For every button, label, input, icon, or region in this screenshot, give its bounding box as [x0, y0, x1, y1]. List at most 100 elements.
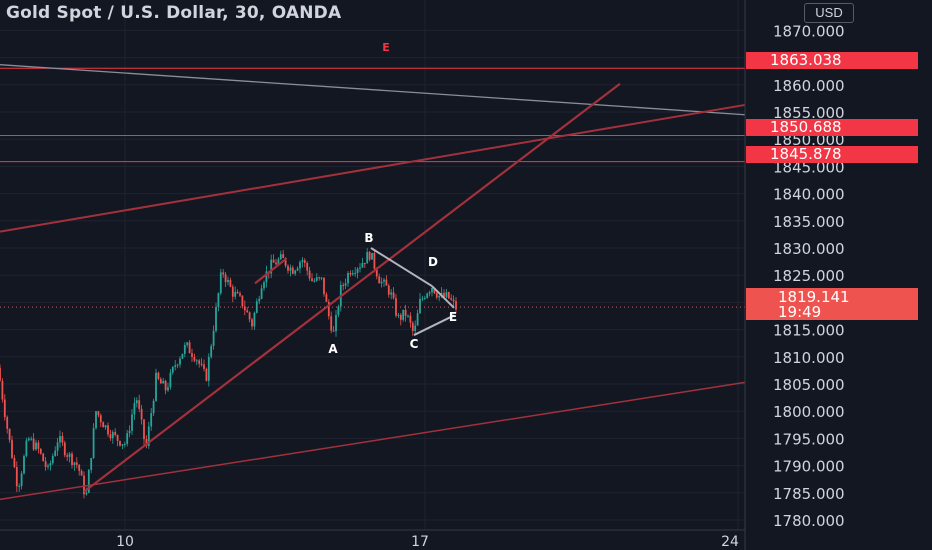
- price-tag-1850: 1850.688: [746, 119, 918, 136]
- candle-body: [397, 314, 400, 316]
- y-tick-label: 1860.000: [773, 77, 845, 95]
- candle-body: [27, 438, 30, 441]
- candle-body: [222, 272, 225, 275]
- candle-body: [75, 462, 78, 465]
- currency-button[interactable]: USD: [804, 3, 854, 23]
- candle-body: [227, 279, 229, 283]
- chart-title: Gold Spot / U.S. Dollar, 30, OANDA: [6, 3, 342, 23]
- candle-body: [284, 258, 287, 266]
- candle-body: [383, 279, 385, 282]
- candle-body: [325, 294, 328, 302]
- last-price-tag: 1819.141 19:49: [746, 288, 918, 320]
- candle-body: [18, 486, 21, 488]
- y-tick-label: 1815.000: [773, 322, 845, 340]
- candle-body: [229, 279, 232, 287]
- candle-body: [32, 438, 35, 450]
- candle-body: [363, 262, 366, 264]
- candle-body: [246, 310, 249, 313]
- candle-body: [445, 292, 448, 297]
- candle-body: [143, 419, 145, 440]
- candle-body: [277, 259, 280, 265]
- candle-body: [102, 422, 105, 428]
- candle-body: [123, 443, 126, 445]
- candle-body: [200, 363, 203, 365]
- candle-body: [111, 432, 114, 439]
- candle-body: [181, 353, 184, 359]
- candle-body: [157, 372, 160, 380]
- candle-body: [159, 379, 162, 384]
- candle-body: [265, 271, 268, 283]
- candle-body: [188, 342, 191, 354]
- candle-body: [361, 262, 364, 268]
- candle-body: [236, 291, 239, 294]
- candle-body: [186, 342, 189, 345]
- candle-body: [35, 442, 37, 450]
- y-tick-label: 1835.000: [773, 213, 845, 231]
- y-tick-label: 1810.000: [773, 349, 845, 367]
- candle-body: [152, 400, 155, 414]
- y-tick-label: 1805.000: [773, 376, 845, 394]
- candle-body: [205, 368, 208, 381]
- candle-body: [219, 272, 222, 294]
- candle-body: [47, 465, 49, 467]
- candle-body: [92, 428, 95, 458]
- candle-body: [150, 413, 153, 427]
- candle-body: [234, 291, 237, 297]
- y-tick-label: 1830.000: [773, 240, 845, 258]
- price-axis: 1870.0001865.0001860.0001855.0001850.000…: [744, 0, 845, 550]
- candle-body: [433, 287, 436, 294]
- candle-body: [306, 262, 309, 271]
- candle-body: [8, 428, 11, 440]
- y-tick-label: 1800.000: [773, 403, 845, 421]
- candle-body: [414, 325, 417, 332]
- candle-body: [195, 360, 198, 362]
- candle-body: [366, 252, 369, 264]
- candle-body: [140, 408, 143, 420]
- candle-body: [191, 353, 193, 357]
- candle-body: [0, 367, 1, 381]
- candle-body: [452, 299, 455, 302]
- candle-body: [171, 366, 174, 373]
- candle-body: [347, 273, 349, 284]
- candle-body: [114, 432, 117, 435]
- candle-body: [387, 285, 390, 295]
- candle-body: [25, 440, 28, 456]
- candle-body: [39, 448, 42, 454]
- grid: [0, 0, 745, 530]
- candle-body: [131, 414, 133, 431]
- x-tick-label: 17: [411, 534, 429, 550]
- candle-body: [375, 268, 378, 277]
- candle-body: [299, 262, 301, 269]
- candle-body: [95, 411, 97, 429]
- candle-body: [294, 270, 297, 274]
- candle-body: [224, 274, 227, 283]
- candle-body: [308, 270, 311, 279]
- y-tick-label: 1840.000: [773, 186, 845, 204]
- candle-body: [407, 315, 409, 317]
- candle-body: [73, 462, 76, 465]
- y-tick-label: 1855.000: [773, 104, 845, 122]
- candle-body: [409, 315, 412, 323]
- candle-body: [231, 286, 234, 297]
- candle-body: [63, 442, 66, 456]
- candle-body: [258, 298, 261, 302]
- candle-body: [239, 293, 241, 296]
- candle-body: [83, 475, 85, 495]
- candle-body: [303, 260, 306, 263]
- candle-body: [174, 365, 177, 367]
- candle-body: [315, 277, 318, 281]
- bar-countdown: 19:49: [778, 303, 822, 321]
- candle-body: [402, 309, 405, 320]
- wave-label-c: C: [410, 337, 419, 351]
- candle-body: [342, 284, 345, 286]
- candle-body: [15, 467, 18, 487]
- pattern-line: [370, 247, 433, 287]
- candle-body: [169, 372, 172, 388]
- time-axis: 10 17 24: [0, 529, 745, 550]
- candle-body: [66, 455, 69, 457]
- candle-body: [44, 461, 47, 467]
- candle-body: [193, 356, 196, 361]
- candle-body: [198, 360, 201, 364]
- candle-body: [323, 277, 325, 295]
